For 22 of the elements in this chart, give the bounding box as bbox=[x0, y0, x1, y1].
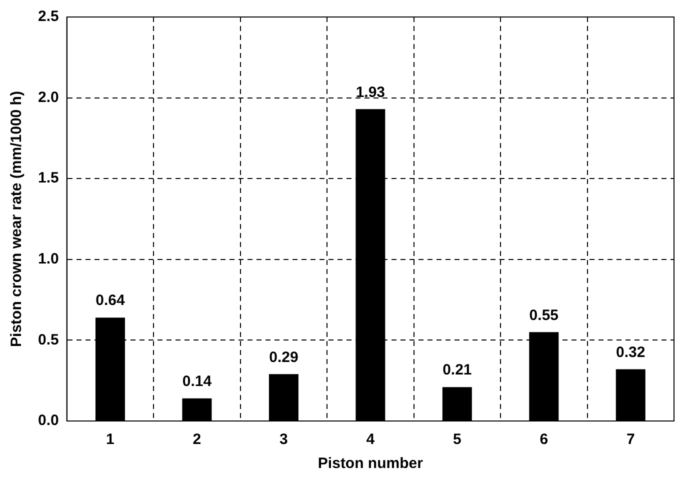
y-tick-label: 2.5 bbox=[38, 8, 59, 26]
data-label: 1.93 bbox=[356, 84, 386, 101]
data-label: 0.64 bbox=[96, 292, 126, 310]
data-label: 0.21 bbox=[442, 362, 472, 379]
data-label: 0.29 bbox=[269, 348, 298, 366]
y-tick-label: 0.0 bbox=[38, 412, 59, 430]
x-tick-label: 5 bbox=[452, 431, 462, 448]
x-tick-label: 4 bbox=[366, 431, 376, 448]
x-tick-label: 1 bbox=[106, 431, 114, 448]
y-tick-label: 0.5 bbox=[38, 331, 59, 348]
x-tick-label: 7 bbox=[626, 431, 635, 448]
data-label: 0.32 bbox=[616, 344, 646, 361]
y-tick-label: 1.5 bbox=[38, 170, 59, 187]
data-label: 0.14 bbox=[182, 373, 212, 390]
y-axis-title: Piston crown wear rate (mm/1000 h) bbox=[8, 91, 26, 347]
x-axis-title: Piston number bbox=[318, 455, 424, 472]
data-label: 0.55 bbox=[529, 306, 558, 324]
x-tick-label: 3 bbox=[280, 431, 288, 448]
y-tick-label: 1.0 bbox=[38, 250, 59, 268]
x-tick-label: 6 bbox=[540, 431, 548, 448]
x-tick-label: 2 bbox=[192, 431, 202, 448]
y-tick-label: 2.0 bbox=[38, 88, 59, 106]
